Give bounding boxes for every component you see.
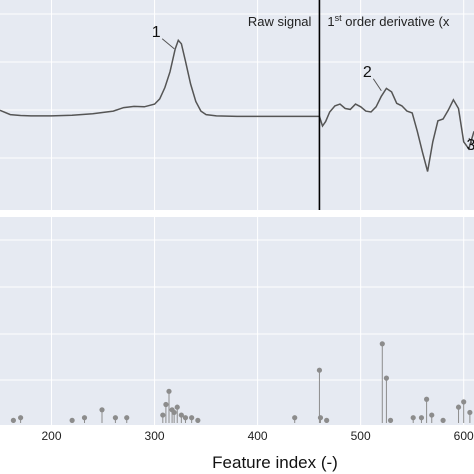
- x-axis: 200 300 400 500 600 Feature index (-): [42, 429, 474, 472]
- stem-marker-9: [166, 388, 172, 394]
- stem-marker-5: [112, 415, 119, 421]
- stem-marker-21: [379, 341, 385, 347]
- stem-marker-8: [163, 401, 169, 408]
- stem-marker-24: [410, 415, 416, 421]
- stem-marker-23: [387, 417, 394, 423]
- stem-marker-19: [317, 415, 324, 421]
- region-label-derivative: 1st order derivative (x: [327, 13, 449, 29]
- annotation-label-1: 1: [152, 24, 161, 41]
- signal-series-line: [0, 38, 474, 172]
- stem-marker-18: [316, 367, 323, 373]
- annotation-label-2: 2: [363, 64, 372, 81]
- x-tick-label-200: 200: [42, 429, 62, 443]
- stem-marker-26: [424, 396, 430, 402]
- region-label-raw-signal: Raw signal: [248, 14, 312, 29]
- annotation-leader-3: [468, 137, 474, 148]
- stem-marker-11: [171, 409, 177, 416]
- stem-marker-0: [10, 417, 16, 423]
- x-tick-label-500: 500: [351, 429, 371, 443]
- x-tick-label-600: 600: [454, 429, 474, 443]
- stem-marker-17: [292, 415, 298, 421]
- annotation-leader-1: [161, 38, 175, 50]
- stem-marker-30: [461, 399, 467, 405]
- stem-marker-16: [195, 417, 201, 423]
- stem-marker-7: [160, 412, 166, 418]
- stem-marker-3: [81, 415, 88, 421]
- bottom-panel-feature-importance: [0, 217, 474, 425]
- stem-marker-27: [429, 412, 435, 418]
- x-tick-label-300: 300: [145, 429, 165, 443]
- stem-marker-6: [124, 415, 130, 421]
- stem-marker-28: [440, 417, 446, 423]
- stem-marker-14: [182, 415, 189, 421]
- top-panel-signal: Raw signal 1st order derivative (x 1 2 3: [0, 0, 474, 210]
- stem-marker-1: [18, 415, 24, 421]
- stem-marker-12: [174, 404, 180, 410]
- annotation-label-3: 3: [466, 137, 474, 154]
- stem-marker-4: [99, 407, 105, 413]
- x-tick-label-400: 400: [248, 429, 268, 443]
- stem-marker-15: [189, 415, 195, 421]
- bottom-panel-background: [0, 217, 474, 425]
- annotation-leader-2: [372, 78, 382, 92]
- stem-marker-20: [324, 417, 330, 423]
- stem-marker-2: [69, 417, 75, 423]
- stem-marker-13: [178, 412, 184, 418]
- x-axis-label: Feature index (-): [212, 453, 338, 472]
- top-panel-background: [0, 0, 474, 210]
- stem-marker-22: [383, 375, 390, 381]
- stem-marker-31: [467, 409, 473, 416]
- stem-marker-29: [455, 404, 462, 410]
- stem-marker-25: [418, 415, 425, 421]
